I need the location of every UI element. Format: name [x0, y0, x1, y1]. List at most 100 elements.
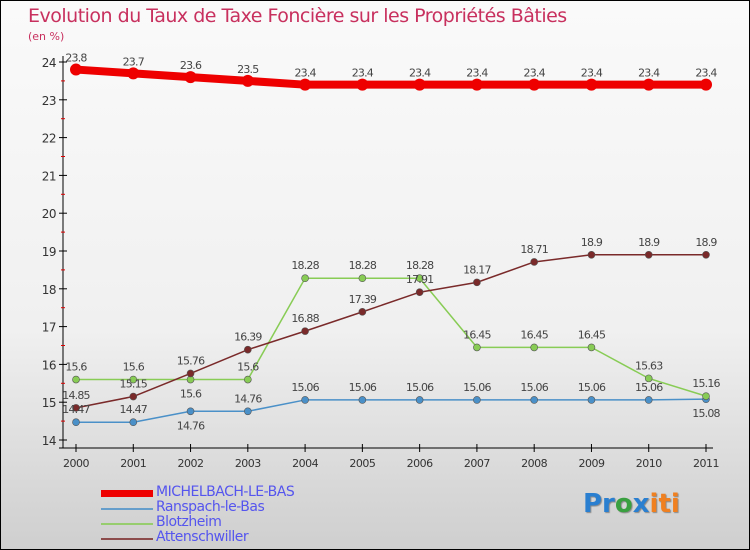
data-label: 23.4 [638, 67, 660, 80]
data-label: 17.39 [349, 293, 377, 306]
data-label: 23.4 [581, 67, 603, 80]
data-label: 15.06 [406, 381, 434, 394]
x-tick-label: 2004 [292, 457, 318, 470]
data-label: 23.4 [524, 67, 546, 80]
data-label: 23.4 [352, 67, 374, 80]
y-tick-label: 24 [42, 56, 56, 70]
data-label: 15.63 [635, 359, 663, 372]
y-tick-label: 19 [42, 245, 56, 259]
data-label: 23.4 [695, 67, 717, 80]
y-tick-label: 22 [42, 132, 56, 146]
data-label: 14.85 [62, 389, 90, 402]
legend-swatch [101, 508, 153, 510]
y-tick-label: 15 [42, 396, 56, 410]
data-point [415, 288, 424, 297]
data-label: 15.6 [123, 361, 145, 374]
legend-label: Ranspach-le-Bas [156, 499, 265, 515]
series-line [75, 65, 706, 89]
plot-area: 14 15 16 17 18 19 20 21 22 23 24 2000 2001 2002 2003 20… [42, 52, 722, 470]
data-label: 16.88 [291, 312, 319, 325]
data-point [644, 396, 653, 404]
data-point [413, 78, 426, 91]
data-point [415, 274, 424, 283]
data-point [244, 407, 252, 416]
data-point [473, 343, 481, 352]
data-point [358, 396, 367, 404]
data-point [587, 343, 596, 352]
data-label: 15.06 [463, 381, 491, 394]
data-label: 15.76 [177, 354, 205, 367]
data-point [642, 78, 655, 91]
data-point [186, 369, 195, 378]
x-tick-label: 2003 [235, 457, 261, 470]
data-label: 16.45 [520, 328, 548, 341]
y-tick-label: 18 [42, 283, 56, 297]
data-point [644, 250, 653, 259]
data-point [356, 78, 369, 91]
data-point [473, 278, 481, 287]
data-point [129, 392, 138, 401]
data-label: 15.06 [291, 381, 319, 394]
chart-title: Evolution du Taux de Taxe Foncière sur l… [28, 5, 567, 27]
data-label: 14.47 [62, 403, 90, 416]
data-label: 15.06 [520, 381, 548, 394]
data-label: 18.71 [520, 243, 548, 256]
data-label: 23.4 [409, 67, 431, 80]
y-tick-label: 20 [42, 207, 56, 221]
data-point [530, 343, 538, 352]
data-label: 23.4 [294, 67, 316, 80]
data-point [700, 78, 712, 91]
data-label: 23.6 [180, 59, 202, 72]
data-label: 15.08 [692, 407, 720, 420]
data-label: 17.91 [406, 273, 434, 286]
data-point [587, 250, 596, 259]
data-point [184, 71, 197, 84]
series-line [76, 277, 707, 397]
x-tick-label: 2005 [349, 457, 375, 470]
data-point [528, 78, 541, 91]
data-label: 15.6 [65, 361, 87, 374]
chart-subtitle: (en %) [28, 30, 65, 43]
y-tick-label: 21 [42, 169, 56, 183]
legend-swatch [101, 490, 153, 497]
x-tick-label: 2001 [120, 457, 146, 470]
data-point [129, 375, 138, 384]
data-label: 16.45 [578, 328, 606, 341]
x-tick-label: 2006 [407, 457, 433, 470]
data-label: 23.4 [466, 67, 488, 80]
data-label: 23.5 [237, 63, 259, 76]
x-tick-label: 2000 [63, 457, 89, 470]
data-point [530, 396, 538, 404]
data-point [702, 392, 710, 400]
data-label: 15.15 [120, 378, 148, 391]
data-point [241, 74, 254, 87]
x-tick-label: 2009 [578, 457, 604, 470]
data-point [301, 396, 309, 404]
data-label: 23.7 [123, 55, 145, 68]
y-tick-label: 17 [42, 321, 56, 335]
legend-swatch [101, 523, 153, 525]
data-point [127, 67, 140, 80]
data-point [129, 418, 138, 427]
x-tick-label: 2002 [178, 457, 204, 470]
x-tick-label: 2008 [521, 457, 547, 470]
data-point [530, 258, 538, 266]
x-tick-label: 2011 [693, 457, 719, 470]
y-tick-label: 23 [42, 94, 56, 108]
data-label: 16.39 [234, 331, 262, 344]
data-point [358, 308, 367, 316]
data-point [301, 327, 309, 335]
data-point [702, 250, 710, 259]
y-tick-label: 16 [42, 358, 56, 372]
data-label: 18.9 [581, 236, 603, 249]
x-tick-label: 2010 [636, 457, 662, 470]
data-label: 15.6 [180, 388, 202, 401]
data-label: 23.8 [65, 52, 87, 65]
data-point [587, 396, 596, 404]
data-label: 18.17 [463, 263, 491, 276]
data-point [244, 375, 252, 384]
data-label: 15.16 [692, 377, 720, 390]
series-line [76, 398, 707, 423]
data-label: 14.76 [177, 419, 205, 432]
